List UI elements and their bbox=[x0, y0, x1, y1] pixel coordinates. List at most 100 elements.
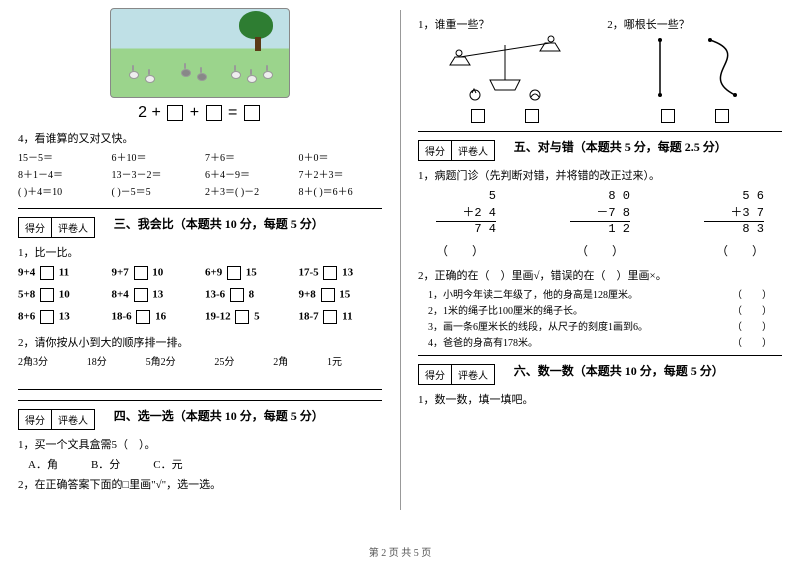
equation-line: 2 + + = bbox=[18, 104, 382, 122]
vcalc-col: 5 6＋3 78 3 bbox=[704, 189, 764, 236]
sort-item: 25分 bbox=[214, 353, 234, 368]
compare-box[interactable] bbox=[321, 288, 335, 302]
compare-box[interactable] bbox=[40, 288, 54, 302]
right-column: 1，谁重一些？ bbox=[400, 0, 800, 540]
compare-box[interactable] bbox=[134, 266, 148, 280]
bal-q2-label: 2，哪根长一些？ bbox=[607, 16, 782, 32]
compare-box[interactable] bbox=[323, 310, 337, 324]
reviewer-cell: 评卷人 bbox=[52, 218, 94, 237]
q4-label: 4，看谁算的又对又快。 bbox=[18, 130, 382, 146]
sort-item: 18分 bbox=[87, 353, 107, 368]
calc-cell: ( )－5＝5 bbox=[112, 183, 196, 198]
tf-paren[interactable]: （ ） bbox=[732, 302, 772, 317]
eq-box-1[interactable] bbox=[167, 105, 183, 121]
sort-item: 2角 bbox=[273, 353, 288, 368]
check-box[interactable] bbox=[525, 109, 539, 123]
score-box-3: 得分 评卷人 bbox=[18, 217, 95, 238]
calc-cell: 8＋( )＝6＋6 bbox=[299, 183, 383, 198]
paren[interactable]: （ ） bbox=[436, 242, 484, 259]
score-cell: 得分 bbox=[419, 365, 452, 384]
compare-box[interactable] bbox=[230, 288, 244, 302]
calc-cell: 15－5＝ bbox=[18, 149, 102, 164]
tf-item: 2，1米的绳子比100厘米的绳子长。（ ） bbox=[428, 302, 782, 317]
sort-item: 5角2分 bbox=[146, 353, 176, 368]
sec5-q2: 2，正确的在（ ）里画√，错误的在（ ）里画×。 bbox=[418, 267, 782, 283]
answer-blank[interactable] bbox=[18, 376, 382, 390]
lines-compare-icon bbox=[625, 35, 765, 105]
sec4-q2: 2，在正确答案下面的□里画"√"，选一选。 bbox=[18, 476, 382, 492]
eq-prefix: 2 + bbox=[138, 104, 165, 121]
check-box[interactable] bbox=[661, 109, 675, 123]
compare-item: 13-6 8 bbox=[205, 288, 289, 302]
vcalc-col: 8 0－7 81 2 bbox=[570, 189, 630, 236]
calc-cell: 2＋3＝( )－2 bbox=[205, 183, 289, 198]
sort-items: 2角3分18分5角2分25分2角1元 bbox=[18, 353, 382, 368]
bal-q1-label: 1，谁重一些？ bbox=[418, 16, 593, 32]
tf-paren[interactable]: （ ） bbox=[732, 318, 772, 333]
reviewer-cell: 评卷人 bbox=[452, 141, 494, 160]
compare-box[interactable] bbox=[235, 310, 249, 324]
check-box[interactable] bbox=[471, 109, 485, 123]
tf-item: 4，爸爸的身高有178米。（ ） bbox=[428, 334, 782, 349]
vcalc-col: 5＋2 47 4 bbox=[436, 189, 496, 236]
section-3-title: 三、我会比（本题共 10 分，每题 5 分） bbox=[114, 211, 324, 232]
compare-box[interactable] bbox=[40, 266, 54, 280]
compare-item: 8+4 13 bbox=[112, 288, 196, 302]
calc-cell: 13－3－2＝ bbox=[112, 166, 196, 181]
tf-item: 3，画一条6厘米长的线段，从尺子的刻度1画到6。（ ） bbox=[428, 318, 782, 333]
compare-item: 18-7 11 bbox=[299, 310, 383, 324]
tree-icon bbox=[239, 11, 277, 53]
compare-item: 5+8 10 bbox=[18, 288, 102, 302]
compare-item: 9+4 11 bbox=[18, 266, 102, 280]
compare-grid: 9+4 11 9+7 10 6+9 15 17-5 13 5+8 10 8+4 13 13-… bbox=[18, 266, 382, 324]
eq-box-3[interactable] bbox=[244, 105, 260, 121]
compare-item: 18-6 16 bbox=[112, 310, 196, 324]
compare-box[interactable] bbox=[40, 310, 54, 324]
tf-item: 1，小明今年读二年级了，他的身高是128厘米。（ ） bbox=[428, 286, 782, 301]
paren[interactable]: （ ） bbox=[576, 242, 624, 259]
compare-item: 19-12 5 bbox=[205, 310, 289, 324]
eq-equals: = bbox=[228, 104, 242, 121]
compare-box[interactable] bbox=[323, 266, 337, 280]
compare-box[interactable] bbox=[227, 266, 241, 280]
paren-row: （ ） （ ） （ ） bbox=[436, 242, 764, 259]
section-5-title: 五、对与错（本题共 5 分，每题 2.5 分） bbox=[514, 134, 727, 155]
eq-box-2[interactable] bbox=[206, 105, 222, 121]
calc-grid: 15－5＝6＋10＝7＋6＝0＋0＝8＋1－4＝13－3－2＝6＋4－9＝7＋2… bbox=[18, 149, 382, 198]
sec3-q2: 2，请你按从小到大的顺序排一排。 bbox=[18, 334, 382, 350]
sec3-q1: 1，比一比。 bbox=[18, 244, 382, 260]
balance-q2: 2，哪根长一些？ bbox=[607, 12, 782, 123]
tf-list: 1，小明今年读二年级了，他的身高是128厘米。（ ）2，1米的绳子比100厘米的… bbox=[418, 286, 782, 349]
compare-item: 9+7 10 bbox=[112, 266, 196, 280]
sec4-opts: A．角 B．分 C．元 bbox=[18, 456, 382, 472]
sec5-q1: 1，病题门诊（先判断对错，并将错的改正过来）。 bbox=[418, 167, 782, 183]
score-box-4: 得分 评卷人 bbox=[18, 409, 95, 430]
section-4-title: 四、选一选（本题共 10 分，每题 5 分） bbox=[114, 403, 324, 424]
calc-cell: 6＋10＝ bbox=[112, 149, 196, 164]
section-6-title: 六、数一数（本题共 10 分，每题 5 分） bbox=[514, 358, 724, 379]
compare-item: 6+9 15 bbox=[205, 266, 289, 280]
paren[interactable]: （ ） bbox=[716, 242, 764, 259]
score-cell: 得分 bbox=[419, 141, 452, 160]
sort-item: 1元 bbox=[327, 353, 342, 368]
tf-paren[interactable]: （ ） bbox=[732, 286, 772, 301]
compare-item: 17-5 13 bbox=[299, 266, 383, 280]
reviewer-cell: 评卷人 bbox=[452, 365, 494, 384]
check-box[interactable] bbox=[715, 109, 729, 123]
calc-cell: ( )＋4＝10 bbox=[18, 183, 102, 198]
left-column: 2 + + = 4，看谁算的又对又快。 15－5＝6＋10＝7＋6＝0＋0＝8＋… bbox=[0, 0, 400, 540]
compare-box[interactable] bbox=[136, 310, 150, 324]
calc-cell: 7＋2＋3＝ bbox=[299, 166, 383, 181]
compare-item: 8+6 13 bbox=[18, 310, 102, 324]
score-box-5: 得分 评卷人 bbox=[418, 140, 495, 161]
calc-cell: 6＋4－9＝ bbox=[205, 166, 289, 181]
balance-q1: 1，谁重一些？ bbox=[418, 12, 593, 123]
balance-scale-icon bbox=[435, 35, 575, 105]
rabbits-illustration bbox=[110, 8, 290, 98]
compare-box[interactable] bbox=[134, 288, 148, 302]
score-box-6: 得分 评卷人 bbox=[418, 364, 495, 385]
reviewer-cell: 评卷人 bbox=[52, 410, 94, 429]
eq-plus: + bbox=[190, 104, 204, 121]
tf-paren[interactable]: （ ） bbox=[732, 334, 772, 349]
calc-cell: 0＋0＝ bbox=[299, 149, 383, 164]
